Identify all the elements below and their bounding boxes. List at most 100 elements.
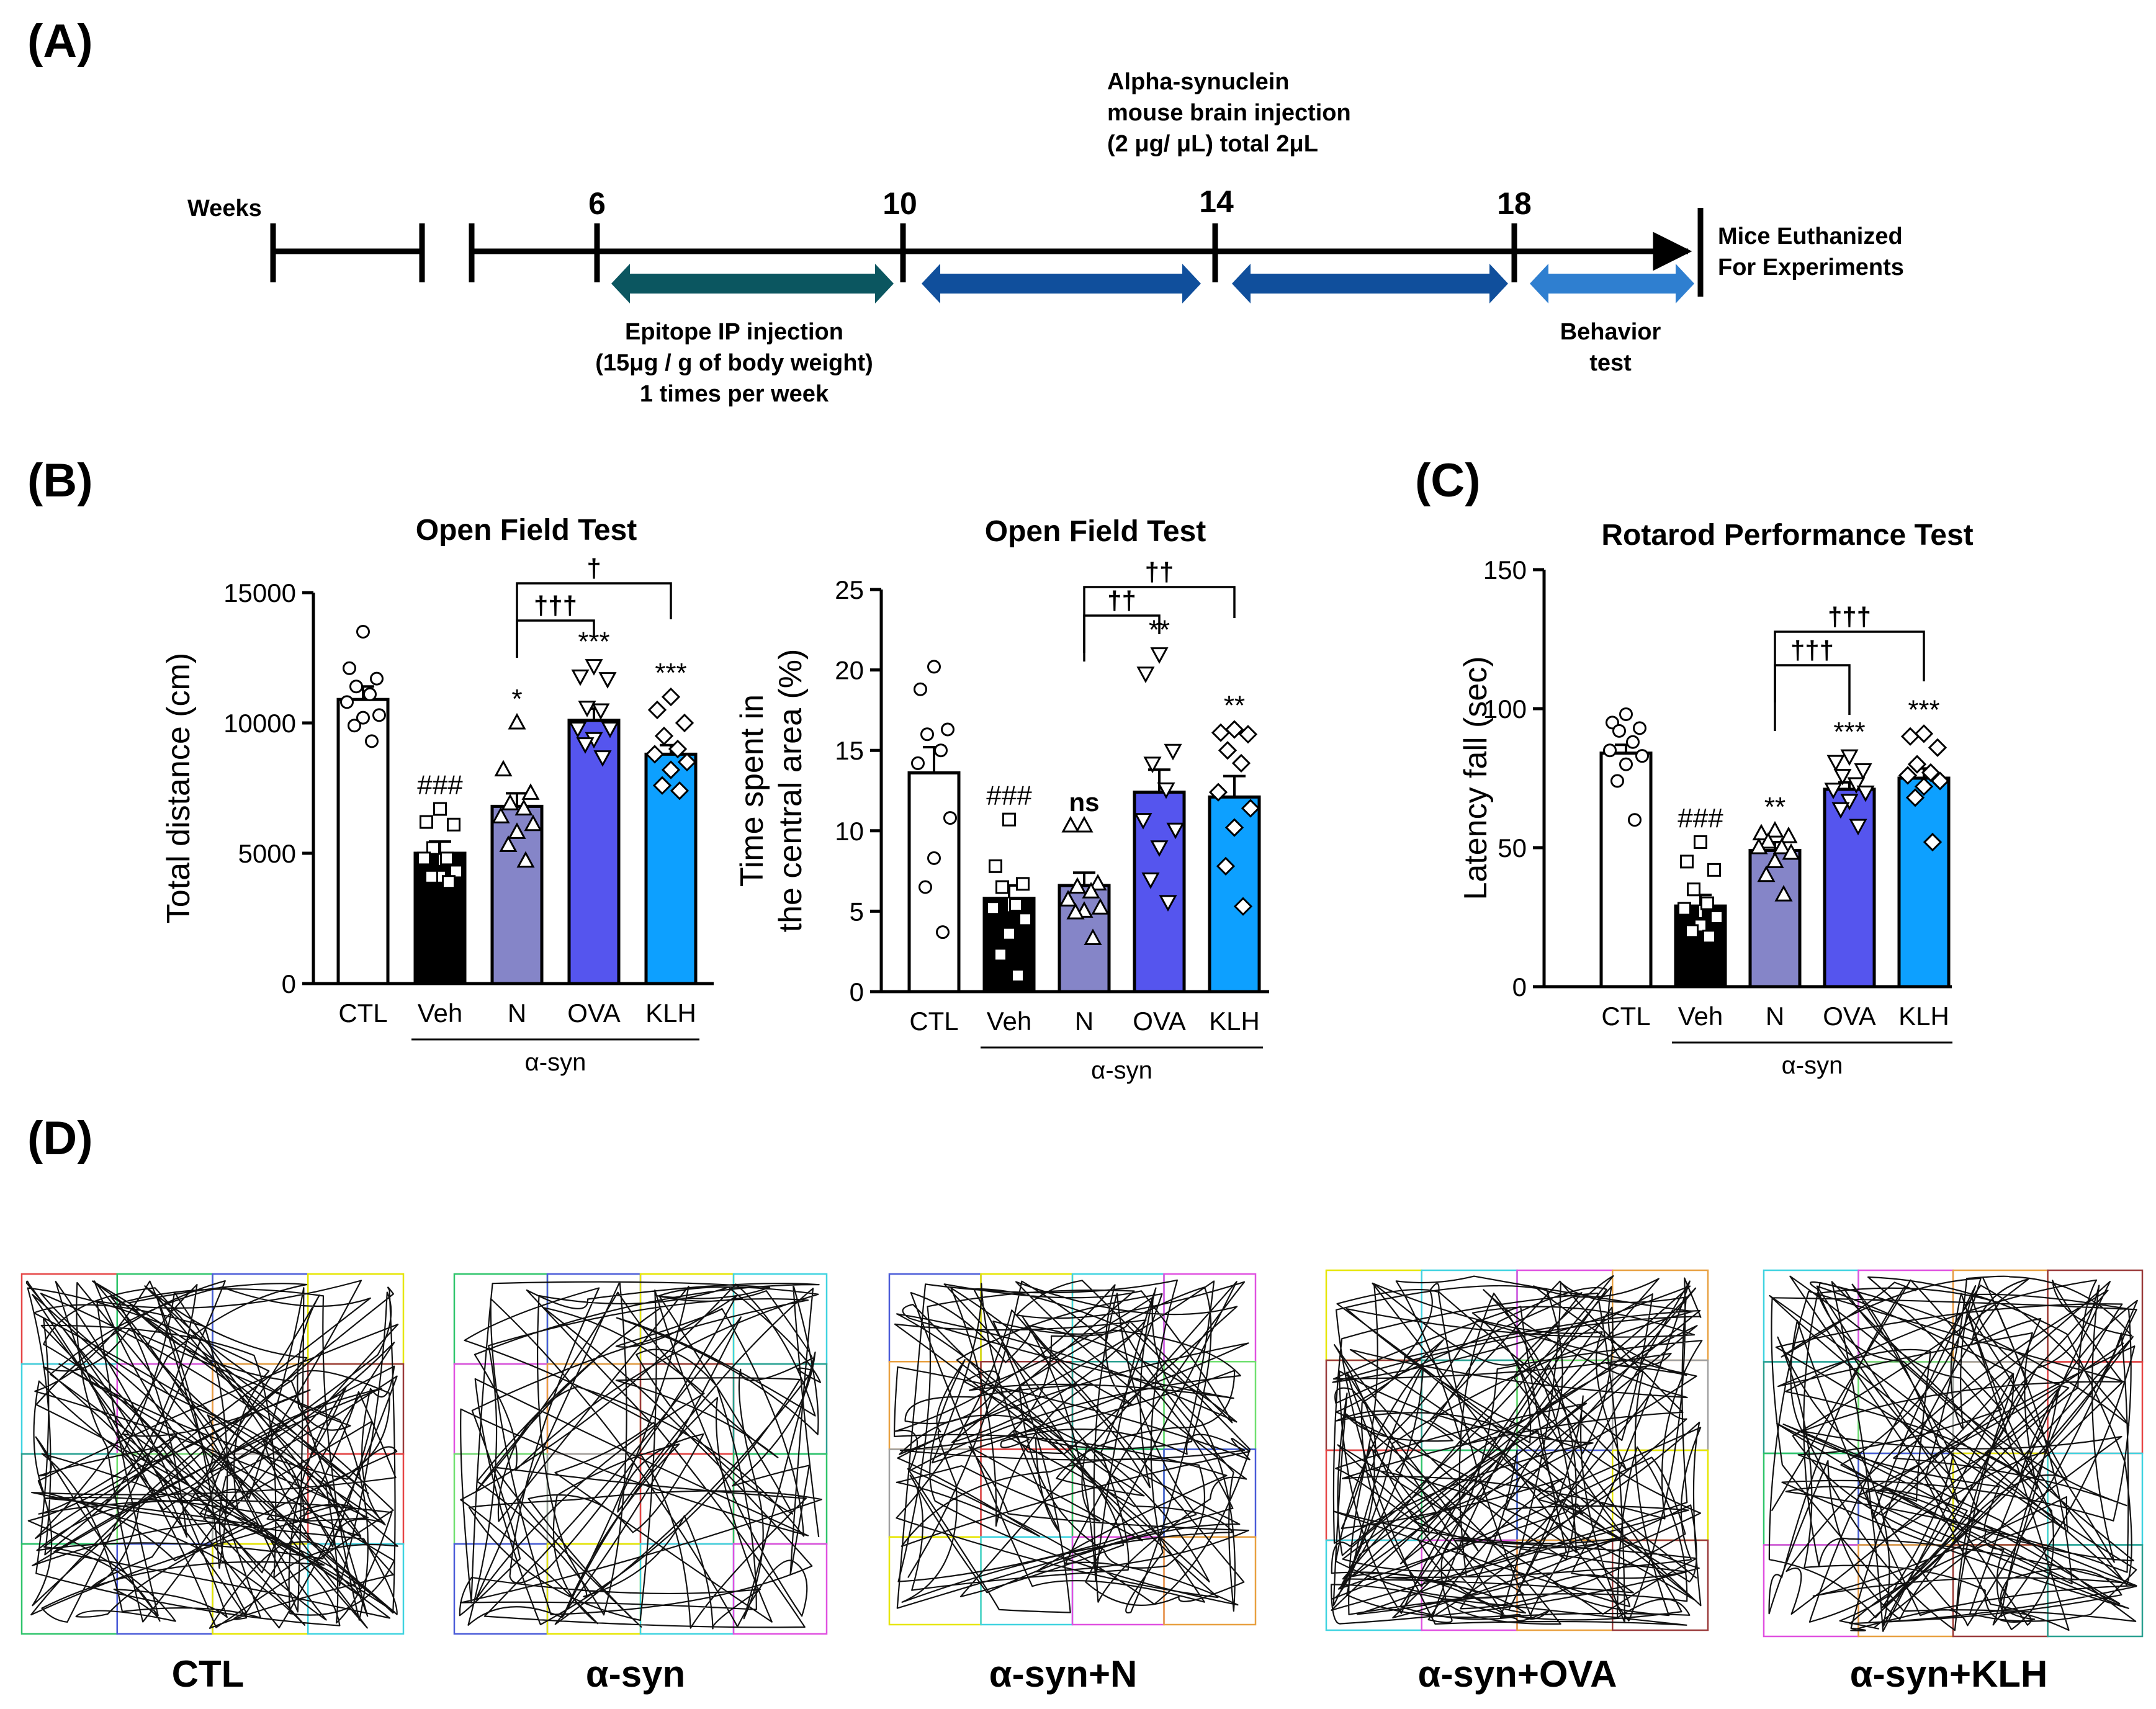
data-point-veh (986, 901, 1000, 915)
injection-note-line-3: (2 μg/ μL) total 2μL (1107, 131, 1318, 157)
weeks-label: Weeks (187, 195, 262, 222)
y-tick-label: 50 (1498, 833, 1527, 863)
data-point-veh (1678, 902, 1691, 916)
data-point-ova (1150, 647, 1169, 664)
data-point-veh (989, 859, 1002, 873)
data-point-n (508, 822, 526, 839)
data-point-ova (1136, 666, 1155, 683)
data-point-klh (677, 752, 697, 772)
bar-ctl (907, 771, 961, 994)
data-point-ova (1833, 769, 1852, 786)
y-tick-label: 0 (850, 977, 864, 1007)
data-point-veh (1710, 910, 1723, 924)
data-point-n (494, 760, 513, 777)
tracking-plots: CTL α-syn α-syn+N α-syn+OVA α-syn+KLH (20, 1269, 2144, 1695)
behavior-test-arrow (1530, 264, 1694, 303)
data-point-ova (1849, 819, 1867, 836)
bar-klh (1897, 776, 1951, 989)
data-point-veh (1702, 930, 1716, 944)
injection-arrow-weeks-14-18 (1232, 264, 1508, 303)
data-point-klh (1211, 723, 1231, 742)
y-tick-label: 20 (835, 656, 864, 685)
movement-track (1768, 1275, 2138, 1632)
data-point-veh (1685, 924, 1699, 938)
data-point-ctl (348, 719, 361, 733)
data-point-ctl (943, 811, 957, 825)
bar-klh (644, 752, 698, 985)
category-label: N (508, 998, 526, 1028)
injection-note-line-2: mouse brain injection (1107, 100, 1351, 126)
data-point-klh (1907, 755, 1927, 774)
data-point-ctl (941, 722, 954, 737)
data-point-klh (1923, 832, 1943, 852)
rotarod-chart: Rotarod Performance Test Latency fall (se… (1458, 519, 1974, 1079)
data-point-ctl (372, 708, 386, 722)
data-point-ova (591, 703, 610, 720)
grid-cell (1612, 1359, 1709, 1451)
data-point-klh (668, 739, 688, 759)
data-point-veh (995, 880, 1009, 894)
movement-track (459, 1281, 822, 1630)
data-point-ova (576, 737, 595, 754)
week-10-label: 10 (883, 186, 917, 221)
category-label: KLH (645, 998, 696, 1028)
data-point-veh (994, 948, 1007, 962)
epitope-note-line-3: 1 times per week (640, 381, 829, 407)
track-plot-4 (1325, 1269, 1709, 1631)
data-point-n (1766, 851, 1784, 868)
bar-ctl (1599, 751, 1653, 989)
data-point-n (1075, 815, 1094, 833)
category-label: OVA (1823, 1002, 1876, 1031)
grid-cell (307, 1543, 405, 1635)
chart-title: Rotarod Performance Test (1601, 519, 1973, 552)
data-point-klh (652, 776, 672, 795)
data-point-n (1774, 885, 1793, 902)
data-point-n (1772, 837, 1791, 854)
data-point-ctl (1619, 707, 1633, 721)
data-point-veh (442, 875, 456, 889)
category-label: OVA (1133, 1007, 1186, 1036)
significance-label: ### (1678, 803, 1723, 833)
end-note-line-1: Mice Euthanized (1718, 223, 1903, 249)
category-label: Veh (1678, 1002, 1723, 1031)
data-point-veh (440, 851, 454, 866)
data-point-ctl (934, 743, 948, 758)
movement-track (1330, 1275, 1703, 1626)
week-6-label: 6 (588, 186, 606, 221)
y-tick-label: 25 (835, 575, 864, 604)
data-point-veh (447, 817, 460, 832)
data-point-ova (571, 669, 590, 686)
data-point-n (1068, 877, 1087, 894)
data-point-n (1757, 865, 1776, 882)
category-label: Veh (418, 998, 462, 1028)
data-point-veh (1002, 926, 1016, 941)
data-point-veh (426, 841, 440, 855)
data-point-klh (647, 700, 667, 720)
comparison-label: †† (1107, 586, 1136, 615)
comparison-label: ††† (1790, 635, 1834, 665)
bar-ova (1823, 787, 1876, 989)
data-point-n (492, 807, 510, 823)
data-point-klh (1233, 897, 1253, 916)
grid-cell (732, 1543, 828, 1635)
data-point-klh (670, 781, 689, 801)
data-point-klh (1914, 724, 1934, 743)
track-label: α-syn (586, 1653, 685, 1695)
data-point-veh (1009, 898, 1023, 912)
grid-cell (1163, 1536, 1257, 1626)
data-point-ova (1831, 802, 1850, 819)
data-point-n (514, 799, 533, 816)
significance-label: * (511, 684, 522, 714)
data-point-ova (1856, 785, 1875, 802)
data-point-n (521, 783, 540, 800)
data-point-klh (1238, 725, 1258, 744)
data-point-n (1061, 815, 1080, 833)
data-point-ova (1166, 822, 1185, 840)
data-point-n (499, 835, 518, 852)
data-point-klh (1898, 766, 1918, 785)
grid-cell (453, 1273, 549, 1365)
data-point-ctl (919, 880, 932, 894)
bar-ova (567, 719, 621, 985)
data-point-klh (1208, 783, 1228, 802)
